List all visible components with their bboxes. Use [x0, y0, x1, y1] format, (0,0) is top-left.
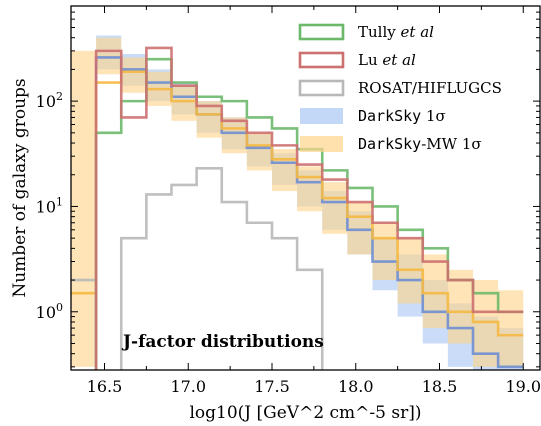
plot-area	[71, 6, 540, 374]
band-bin-darksky-mw-1--17	[498, 290, 523, 367]
legend-label-tully-: Tully et al	[358, 23, 434, 41]
band-bin-darksky-mw-1--1	[96, 38, 121, 75]
band-bin-darksky-mw-1--9	[297, 166, 322, 211]
band-bin-darksky-mw-1--7	[247, 133, 272, 171]
legend: Tully et al Lu et al ROSAT/HIFLUGCS DarkSky…	[300, 23, 502, 153]
band-bin-darksky-mw-1--0	[71, 51, 96, 367]
band-bin-darksky-mw-1--10	[322, 182, 347, 234]
x-tick-label: 17.5	[254, 377, 290, 396]
legend-label-darksky-mw-1-: DarkSky-MW 1σ	[358, 135, 482, 153]
x-tick-label: 18.5	[422, 377, 458, 396]
legend-label-rosat-hiflugcs: ROSAT/HIFLUGCS	[358, 79, 502, 97]
legend-swatch-darksky-1-	[300, 108, 343, 124]
band-bin-darksky-mw-1--11	[347, 202, 372, 254]
x-axis-label: log10(J [GeV^2 cm^-5 sr])	[189, 403, 421, 423]
x-tick-label: 17.0	[170, 377, 206, 396]
band-bin-darksky-mw-1--6	[222, 117, 247, 153]
legend-label-darksky-1-: DarkSky 1σ	[358, 107, 446, 125]
annotation-text: J-factor distributions	[121, 332, 324, 352]
band-bin-darksky-mw-1--14	[423, 254, 448, 328]
legend-swatch-rosat-hiflugcs	[300, 81, 343, 95]
legend-label-lu-: Lu et al	[358, 51, 416, 69]
x-tick-label: 19.0	[505, 377, 541, 396]
x-tick-label: 16.5	[87, 377, 123, 396]
y-axis-label: Number of galaxy groups	[10, 78, 30, 297]
legend-swatch-darksky-mw-1-	[300, 136, 343, 152]
band-bin-darksky-mw-1--2	[121, 57, 146, 92]
legend-swatch-tully-	[300, 25, 343, 39]
y-tick-label: 102	[36, 90, 63, 111]
y-tick-label: 101	[36, 195, 63, 216]
legend-swatch-lu-	[300, 53, 343, 67]
band-bin-darksky-mw-1--4	[172, 86, 197, 121]
band-bin-darksky-mw-1--8	[272, 149, 297, 191]
band-bin-darksky-mw-1--12	[373, 223, 398, 280]
x-tick-label: 18.0	[338, 377, 374, 396]
y-tick-label: 100	[36, 301, 63, 322]
